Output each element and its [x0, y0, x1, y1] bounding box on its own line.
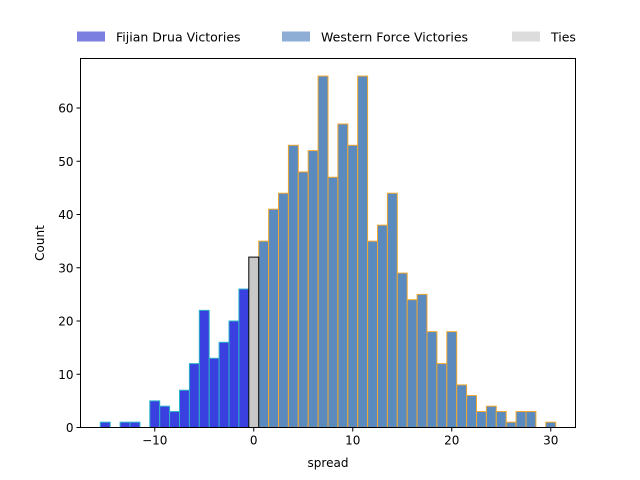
histogram-bar: [327, 176, 339, 428]
histogram-bar: [248, 256, 260, 428]
plot-frame: [80, 58, 576, 428]
x-tick-label: 30: [543, 434, 558, 448]
histogram-bar: [545, 421, 557, 428]
histogram-bar: [297, 171, 309, 428]
x-tick-label: 10: [345, 434, 360, 448]
legend-label: Fijian Drua Victories: [116, 30, 241, 45]
x-tick-label: −10: [142, 434, 167, 448]
histogram-bar: [525, 411, 537, 428]
histogram-bar: [466, 395, 478, 428]
histogram-bar: [446, 331, 458, 429]
histogram-bar: [268, 208, 280, 428]
histogram-bar: [208, 357, 220, 429]
histogram-bar: [377, 224, 388, 428]
legend-label: Western Force Victories: [321, 30, 468, 45]
histogram-bar: [99, 421, 111, 428]
legend-swatch: [282, 31, 310, 42]
histogram-bar: [317, 75, 329, 428]
histogram-bar: [347, 144, 359, 428]
x-axis-label: spread: [308, 456, 349, 470]
x-tick-label: 20: [444, 434, 459, 448]
histogram-bar: [456, 384, 468, 428]
histogram-bar: [396, 272, 408, 428]
histogram-bar: [149, 400, 161, 428]
y-tick-label: 60: [58, 102, 73, 116]
y-tick-label: 20: [58, 315, 73, 329]
histogram-bar: [188, 363, 200, 428]
histogram-bar: [278, 192, 289, 428]
histogram-bar: [495, 411, 507, 428]
histogram-bar: [426, 331, 438, 429]
histogram-bar: [287, 144, 299, 428]
x-tick-label: 0: [250, 434, 258, 448]
legend-swatch: [512, 31, 540, 42]
histogram-bar: [198, 309, 210, 429]
histogram-bar: [238, 288, 250, 428]
histogram-bar: [258, 240, 270, 428]
histogram-bar: [228, 320, 240, 429]
histogram-bar: [386, 192, 398, 428]
y-tick-label: 30: [58, 261, 73, 275]
histogram-bar: [129, 421, 141, 428]
histogram-bar: [218, 341, 230, 429]
y-tick-label: 0: [66, 421, 74, 435]
y-tick-label: 40: [58, 208, 73, 222]
histogram-bar: [169, 411, 181, 428]
histogram-bar: [505, 421, 517, 428]
histogram-bar: [476, 411, 487, 428]
x-axis: −10 0 10 20 30: [142, 427, 558, 448]
legend-label: Ties: [550, 30, 576, 45]
histogram-bar: [485, 405, 497, 428]
y-tick-label: 10: [58, 368, 73, 382]
histogram-bar: [159, 405, 171, 428]
histogram-bar: [367, 240, 379, 428]
histogram-bar: [307, 150, 319, 428]
histogram-bar: [515, 411, 527, 428]
legend-swatch: [77, 31, 105, 42]
y-axis: 0 10 20 30 40 50 60: [58, 102, 81, 435]
legend: Fijian Drua Victories Western Force Victo…: [77, 30, 576, 45]
histogram-bar: [436, 363, 448, 428]
histogram-bar: [406, 299, 418, 428]
histogram-bar: [119, 421, 131, 428]
histogram-bar: [357, 75, 369, 428]
histogram-bar: [416, 293, 428, 428]
y-tick-label: 50: [58, 155, 73, 169]
histogram-bar: [179, 389, 190, 428]
y-axis-label: Count: [33, 225, 47, 261]
histogram-bars: [99, 75, 557, 429]
histogram-bar: [337, 123, 349, 429]
